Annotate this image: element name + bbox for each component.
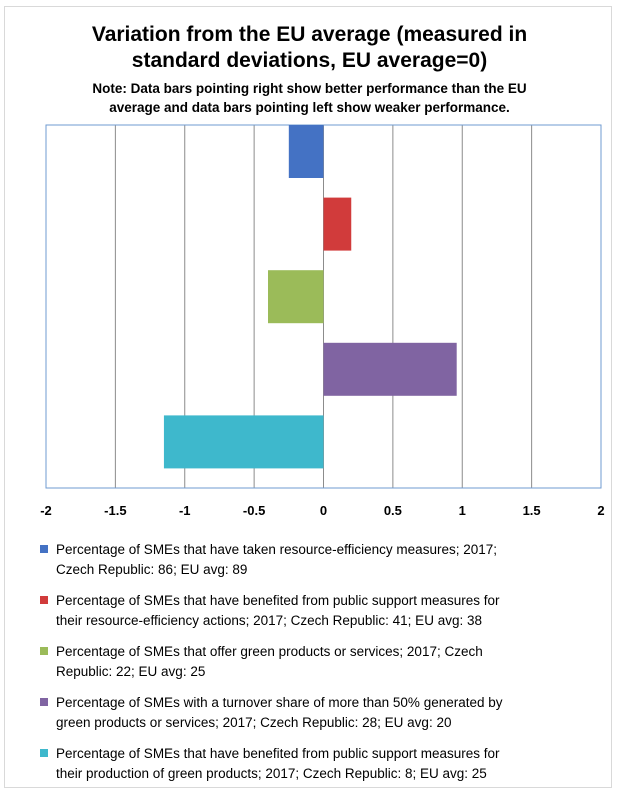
legend-item: Percentage of SMEs with a turnover share…	[40, 693, 610, 733]
legend-label-line-2: Czech Republic: 86; EU avg: 89	[56, 562, 248, 577]
legend: Percentage of SMEs that have taken resou…	[40, 540, 610, 795]
bar-series-4	[323, 342, 457, 396]
bar-series-3	[268, 270, 324, 324]
bars	[163, 125, 457, 469]
legend-label-line-1: Percentage of SMEs that have taken resou…	[56, 542, 497, 557]
legend-label-line-1: Percentage of SMEs that offer green prod…	[56, 644, 483, 659]
chart-subtitle-line-2: average and data bars pointing left show…	[109, 100, 510, 115]
bar-chart: -2 -1.5 -1 -0.5 0 0.5 1 1.5 2	[40, 124, 605, 518]
legend-label-line-1: Percentage of SMEs that have benefited f…	[56, 746, 500, 761]
chart-subtitle-line-1: Note: Data bars pointing right show bett…	[92, 81, 527, 96]
legend-label-line-1: Percentage of SMEs that have benefited f…	[56, 593, 500, 608]
legend-swatch	[40, 647, 48, 655]
x-tick-label: -1	[179, 503, 191, 518]
chart-title: Variation from the EU average (measured …	[0, 22, 619, 74]
legend-item: Percentage of SMEs that have benefited f…	[40, 744, 610, 784]
legend-swatch	[40, 596, 48, 604]
chart-title-line-2: standard deviations, EU average=0)	[131, 49, 488, 72]
x-tick-label: -0.5	[243, 503, 265, 518]
bar-series-5	[163, 415, 324, 469]
legend-label-line-1: Percentage of SMEs with a turnover share…	[56, 695, 503, 710]
legend-label-line-2: Republic: 22; EU avg: 25	[56, 664, 206, 679]
legend-label-line-2: green products or services; 2017; Czech …	[56, 715, 452, 730]
legend-swatch	[40, 545, 48, 553]
bar-series-2	[323, 197, 352, 251]
x-tick-label: 0	[320, 503, 327, 518]
x-tick-label: -1.5	[104, 503, 126, 518]
legend-item: Percentage of SMEs that have taken resou…	[40, 540, 610, 580]
x-tick-label: 1	[459, 503, 466, 518]
x-tick-label: 0.5	[384, 503, 402, 518]
x-tick-label: 2	[597, 503, 604, 518]
x-tick-label: -2	[40, 503, 52, 518]
legend-item: Percentage of SMEs that offer green prod…	[40, 642, 610, 682]
x-tick-label: 1.5	[523, 503, 541, 518]
legend-swatch	[40, 698, 48, 706]
x-axis-tick-labels: -2 -1.5 -1 -0.5 0 0.5 1 1.5 2	[40, 503, 604, 518]
legend-item: Percentage of SMEs that have benefited f…	[40, 591, 610, 631]
legend-label-line-2: their resource-efficiency actions; 2017;…	[56, 613, 482, 628]
chart-title-line-1: Variation from the EU average (measured …	[91, 23, 528, 46]
legend-swatch	[40, 749, 48, 757]
legend-label-line-2: their production of green products; 2017…	[56, 766, 487, 781]
chart-subtitle: Note: Data bars pointing right show bett…	[0, 79, 619, 117]
bar-series-1	[288, 125, 324, 178]
